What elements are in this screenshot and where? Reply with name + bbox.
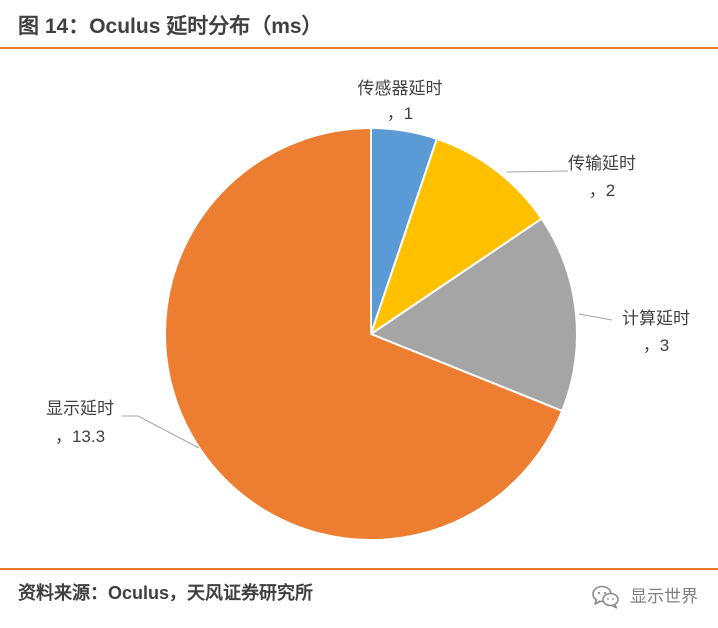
data-label-separator: ，: [589, 181, 606, 200]
data-label-value-transmission: ，2: [589, 181, 615, 200]
data-label-value-compute: ，3: [643, 336, 669, 355]
pie-chart-area: 传感器延时 ，1 传输延时 ，2 计算延时 ，3 显示延时 ，13.3: [0, 50, 718, 568]
data-label-separator: ，: [387, 104, 404, 123]
data-label-name-sensor: 传感器延时: [358, 79, 443, 98]
data-label-name-compute: 计算延时: [622, 309, 690, 328]
wechat-account-badge: 显示世界: [592, 584, 698, 610]
data-label-value-display: ，13.3: [55, 427, 105, 446]
wechat-icon: [592, 585, 620, 609]
footer-divider: [0, 568, 718, 570]
source-note: 资料来源：Oculus，天风证券研究所: [18, 583, 314, 603]
figure-title: 图 14：Oculus 延时分布（ms）: [18, 15, 323, 38]
wechat-account-name: 显示世界: [630, 587, 698, 606]
data-label-number: 2: [606, 181, 615, 200]
data-label-name-transmission: 传输延时: [568, 154, 636, 173]
leader-line-display: [122, 415, 200, 449]
data-label-value-sensor: ，1: [387, 104, 413, 123]
pie-slice-compute: [370, 217, 578, 412]
data-label-number: 3: [660, 336, 669, 355]
data-label-number: 1: [404, 104, 413, 123]
data-label-name-display: 显示延时: [46, 399, 114, 418]
pie-slice-display: [164, 127, 564, 541]
leader-line-transmission: [505, 170, 569, 173]
pie-slices: [164, 127, 578, 541]
leader-line-compute: [578, 313, 613, 321]
data-label-separator: ，: [643, 336, 660, 355]
data-label-separator: ，: [55, 427, 72, 446]
data-label-number: 13.3: [72, 427, 105, 446]
pie-slice-transmission: [370, 137, 543, 335]
title-divider: [0, 47, 718, 49]
